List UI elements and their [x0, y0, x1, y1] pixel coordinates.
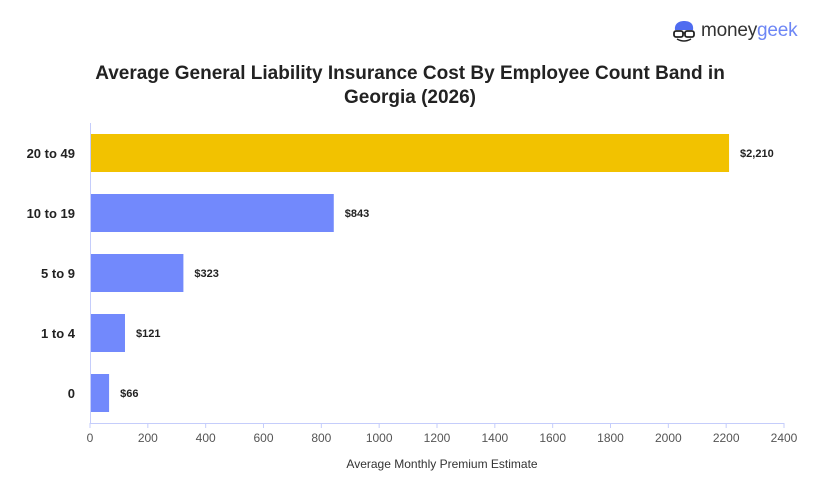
x-tick-label: 1400 — [481, 431, 508, 445]
x-tick-label: 2400 — [771, 431, 798, 445]
x-tick-label: 1200 — [424, 431, 451, 445]
y-tick-label: 10 to 19 — [27, 206, 75, 221]
data-label: $323 — [194, 268, 218, 280]
logo-text-money: money — [701, 20, 758, 41]
x-tick-label: 400 — [196, 431, 216, 445]
bar-1-to-4 — [91, 314, 125, 352]
x-tick-label: 600 — [253, 431, 273, 445]
y-tick-label: 1 to 4 — [41, 326, 76, 341]
bar-5-to-9 — [91, 254, 184, 292]
chart-title: Average General Liability Insurance Cost… — [95, 63, 725, 108]
x-axis-label: Average Monthly Premium Estimate — [346, 457, 538, 471]
x-tick-label: 1000 — [366, 431, 393, 445]
data-label: $2,210 — [740, 148, 774, 160]
data-label: $121 — [136, 328, 160, 340]
x-tick-label: 200 — [138, 431, 158, 445]
x-tick-label: 2000 — [655, 431, 682, 445]
x-tick-label: 1600 — [539, 431, 566, 445]
bar-0 — [91, 374, 110, 412]
y-tick-label: 20 to 49 — [27, 146, 75, 161]
logo-text-geek: geek — [757, 20, 798, 41]
y-tick-label: 5 to 9 — [41, 266, 75, 281]
x-tick-label: 2200 — [713, 431, 740, 445]
geek-mascot-icon — [673, 21, 695, 42]
data-label: $843 — [345, 208, 369, 220]
y-tick-label: 0 — [68, 386, 75, 401]
x-tick-label: 0 — [87, 431, 94, 445]
data-label: $66 — [120, 388, 138, 400]
bar-20-to-49 — [91, 134, 730, 172]
bar-10-to-19 — [91, 194, 334, 232]
x-tick-label: 1800 — [597, 431, 624, 445]
moneygeek-logo: moneygeek — [672, 20, 798, 42]
x-tick-label: 800 — [311, 431, 331, 445]
